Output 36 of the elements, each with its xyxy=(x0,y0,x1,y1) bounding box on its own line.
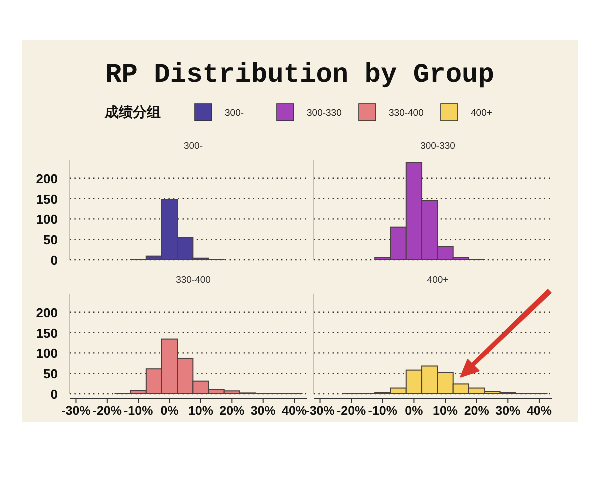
legend-label: 330-400 xyxy=(389,108,424,119)
y-tick-label: 50 xyxy=(44,366,58,382)
legend-label: 300-330 xyxy=(307,108,342,119)
x-tick-label: 20% xyxy=(220,404,245,418)
y-tick-label: 200 xyxy=(36,171,58,186)
x-tick-label: 30% xyxy=(496,404,521,418)
y-tick-label: 0 xyxy=(50,253,58,268)
x-tick-label: 0% xyxy=(160,404,179,418)
x-tick-label: -30% xyxy=(62,404,91,418)
legend-label: 300- xyxy=(225,108,244,119)
x-tick-label: 30% xyxy=(250,404,276,418)
x-tick-label: 10% xyxy=(433,404,458,418)
x-tick-label: -20% xyxy=(92,404,122,418)
y-tick-label: 50 xyxy=(44,232,58,248)
x-tick-label: -20% xyxy=(336,404,366,418)
x-tick-label: 10% xyxy=(188,404,214,418)
chart-subtitle: 300- xyxy=(184,141,204,152)
y-tick-label: 100 xyxy=(36,212,58,228)
chart-subtitle: 400+ xyxy=(427,275,450,286)
y-tick-label: 150 xyxy=(36,326,58,341)
y-tick-label: 150 xyxy=(36,192,58,207)
x-tick-label: -30% xyxy=(306,404,335,418)
y-tick-label: 200 xyxy=(36,305,58,320)
chart-title: RP Distribution by Group xyxy=(106,61,494,91)
chart-subtitle: 330-400 xyxy=(176,275,211,286)
x-tick-label: 0% xyxy=(405,404,424,418)
x-tick-label: -10% xyxy=(368,404,398,418)
chart-subtitle: 300-330 xyxy=(420,141,456,152)
x-tick-label: 40% xyxy=(526,404,552,418)
x-tick-label: 20% xyxy=(464,404,490,418)
legend-title: 成绩分组 xyxy=(104,104,161,120)
y-tick-label: 100 xyxy=(36,346,58,362)
x-tick-label: 40% xyxy=(282,404,308,418)
legend-label: 400+ xyxy=(471,108,493,119)
x-tick-label: -10% xyxy=(124,404,154,418)
y-tick-label: 0 xyxy=(50,387,58,402)
